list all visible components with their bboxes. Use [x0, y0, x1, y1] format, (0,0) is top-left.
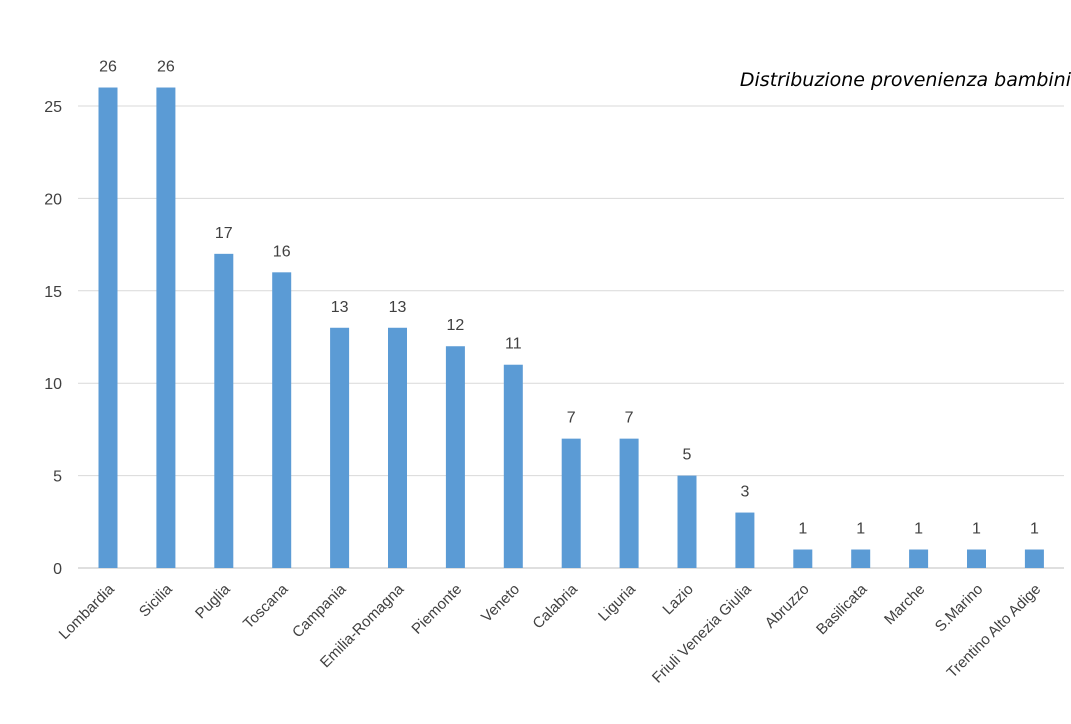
bar	[330, 327, 350, 568]
bar	[909, 549, 929, 568]
x-tick-label: Lombardia	[56, 580, 119, 643]
gridlines	[78, 105, 1064, 569]
x-tick-label: Piemonte	[408, 581, 465, 638]
data-label: 3	[740, 484, 749, 501]
y-tick-label: 0	[53, 561, 62, 578]
bar	[388, 327, 407, 568]
x-axis: Lombardia Sicilia Puglia ToscanaCampaniaEmi…	[56, 580, 1045, 686]
x-tick-label: Abruzzo	[762, 581, 813, 632]
y-tick-label: 20	[44, 191, 62, 208]
x-tick-label: Friuli Venezia Giulia	[649, 580, 755, 686]
y-tick-label: 15	[44, 284, 62, 301]
bar	[503, 364, 523, 568]
bars	[98, 87, 1044, 569]
bar	[967, 549, 986, 568]
y-tick-label: 10	[44, 376, 62, 393]
data-label: 7	[625, 410, 634, 427]
x-tick-label: Sicilia	[136, 580, 176, 620]
data-label: 1	[972, 521, 981, 538]
x-tick-label: Basilicata	[813, 580, 871, 638]
y-tick-label: 25	[44, 99, 62, 116]
x-tick-label: Calabria	[529, 580, 581, 632]
x-tick-label: Liguria	[595, 580, 639, 624]
bar	[619, 438, 639, 568]
x-tick-label: Toscana	[240, 580, 292, 632]
data-label: 1	[798, 521, 807, 538]
x-tick-label: Puglia	[192, 580, 234, 622]
data-label: 17	[215, 225, 233, 242]
bar	[272, 272, 292, 568]
chart-title: Distribuzione provenienza bambini	[739, 69, 1071, 91]
y-tick-label: 5	[53, 469, 62, 486]
data-label: 5	[683, 447, 692, 464]
bar	[98, 87, 118, 569]
x-tick-label: S.Marino	[932, 581, 986, 635]
x-tick-label: Veneto	[478, 581, 523, 626]
data-label: 26	[157, 59, 175, 76]
x-tick-label: Campania	[289, 580, 350, 641]
data-label: 16	[273, 243, 291, 260]
bar	[793, 549, 813, 568]
bar	[851, 549, 871, 568]
data-label: 1	[1030, 521, 1039, 538]
bar	[735, 512, 755, 568]
bar	[677, 475, 697, 568]
bar	[445, 346, 465, 568]
data-label: 1	[856, 521, 865, 538]
bar	[214, 253, 234, 568]
data-label: 7	[567, 410, 576, 427]
data-label: 26	[99, 59, 117, 76]
bar	[156, 87, 176, 569]
data-label: 11	[505, 336, 522, 353]
x-tick-label: Marche	[881, 581, 928, 628]
data-label: 12	[447, 317, 465, 334]
data-label: 13	[389, 299, 407, 316]
data-label: 13	[331, 299, 349, 316]
bar	[1024, 549, 1044, 568]
y-axis: 0 5 10 15 20 25	[44, 99, 62, 578]
data-label: 1	[914, 521, 923, 538]
bar	[561, 438, 581, 568]
x-tick-label: Lazio	[659, 581, 696, 618]
